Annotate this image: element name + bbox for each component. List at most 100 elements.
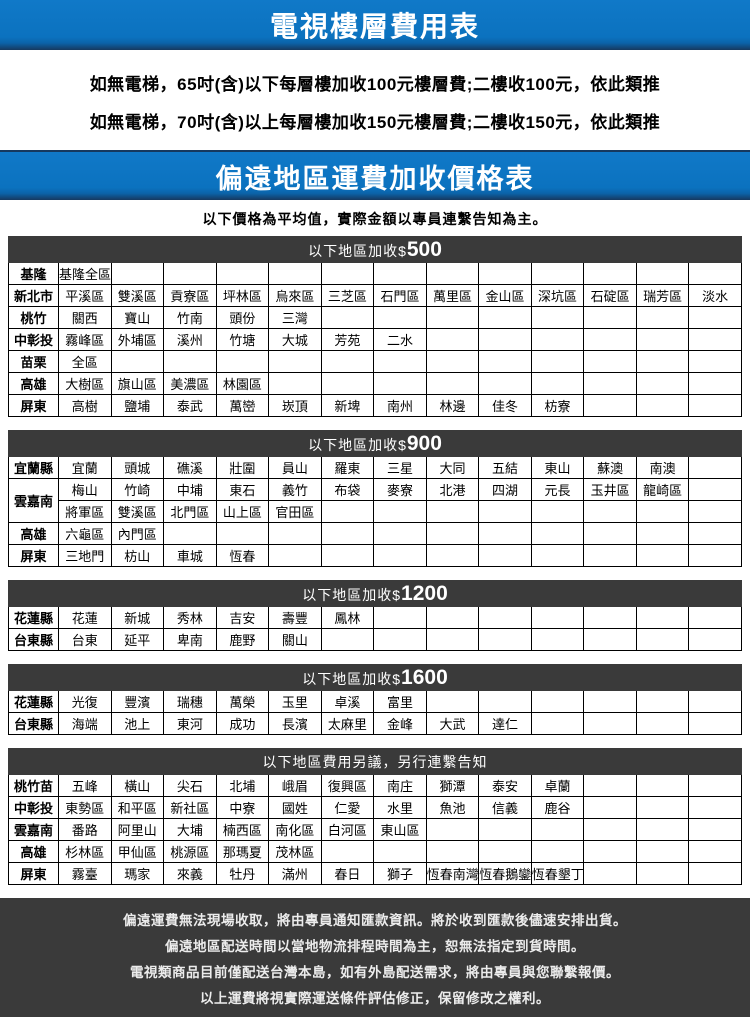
empty-cell — [425, 840, 480, 863]
region-cell: 五峰 — [58, 774, 112, 797]
region-cell: 北埔 — [215, 774, 270, 797]
empty-cell — [635, 350, 690, 373]
region-cell: 布袋 — [320, 478, 375, 501]
region-cell: 萬里區 — [425, 284, 480, 307]
empty-cell — [425, 500, 480, 523]
region-cell: 太麻里 — [320, 712, 375, 735]
empty-cell — [478, 328, 532, 351]
region-cell: 吉安 — [215, 606, 270, 629]
region-cell: 羅東 — [320, 456, 375, 479]
empty-cell — [373, 372, 427, 395]
empty-cell — [268, 522, 322, 545]
empty-cell — [583, 306, 637, 329]
county-label: 桃竹 — [8, 306, 59, 329]
floor-fee-title: 電視樓層費用表 — [269, 11, 480, 42]
empty-cell — [635, 328, 690, 351]
empty-cell — [688, 818, 742, 841]
empty-cell — [110, 262, 165, 285]
region-cell: 枋山 — [110, 544, 165, 567]
region-cell: 石門區 — [373, 284, 427, 307]
band-amount: 500 — [406, 237, 442, 261]
empty-cell — [530, 328, 585, 351]
empty-cell — [583, 328, 637, 351]
empty-cell — [425, 544, 480, 567]
empty-cell — [583, 818, 637, 841]
region-cell: 雙溪區 — [110, 284, 165, 307]
empty-cell — [688, 306, 742, 329]
band-label: 以下地區費用另議，另行連繫告知 — [262, 753, 488, 770]
fee-table-surcharge-900: 以下地區加收$900 宜蘭縣 宜蘭 頭城 礁溪 壯圍 員山 羅東 三星 大同 五結 東山 蘇澳 南澳 雲嘉南… — [8, 430, 742, 567]
region-cell: 大城 — [268, 328, 322, 351]
region-cell: 中寮 — [215, 796, 270, 819]
footer-line-payment: 偏遠運費無法現場收取，將由專員通知匯款資訊。將於收到匯款後儘速安排出貨。 — [123, 913, 627, 928]
region-cell: 東山區 — [373, 818, 427, 841]
county-label: 台東縣 — [8, 712, 59, 735]
region-cell: 大樹區 — [58, 372, 112, 395]
empty-cell — [530, 712, 585, 735]
empty-cell — [530, 500, 585, 523]
empty-cell — [688, 840, 742, 863]
region-cell: 獅子 — [373, 862, 427, 885]
empty-cell — [583, 262, 637, 285]
fee-table-surcharge-1200: 以下地區加收$1200 花蓮縣 花蓮 新城 秀林 吉安 壽豐 鳳林 台東縣 台東 延平 卑南 鹿野 關山 — [8, 580, 742, 651]
region-cell: 山上區 — [215, 500, 270, 523]
region-cell: 卑南 — [163, 628, 217, 651]
empty-cell — [320, 628, 375, 651]
region-cell: 頭城 — [110, 456, 165, 479]
empty-cell — [425, 628, 480, 651]
region-cell: 春日 — [320, 862, 375, 885]
region-cell: 水里 — [373, 796, 427, 819]
band-label: 以下地區加收$ — [308, 242, 407, 259]
footer-line-schedule: 偏遠地區配送時間以當地物流排程時間為主，恕無法指定到貨時間。 — [165, 939, 585, 954]
region-cell: 萬巒 — [215, 394, 270, 417]
region-cell: 二水 — [373, 328, 427, 351]
region-cell: 新社區 — [163, 796, 217, 819]
region-cell: 淡水 — [688, 284, 742, 307]
table-band-surcharge-negotiated: 以下地區費用另議，另行連繫告知 — [8, 748, 742, 775]
region-cell: 南庄 — [373, 774, 427, 797]
county-label: 雲嘉南 — [8, 478, 59, 523]
table-row: 台東縣 海端 池上 東河 成功 長濱 太麻里 金峰 大武 達仁 — [8, 712, 742, 735]
region-cell: 恆春墾丁 — [530, 862, 585, 885]
region-cell: 長濱 — [268, 712, 322, 735]
region-cell: 內門區 — [110, 522, 165, 545]
empty-cell — [583, 628, 637, 651]
region-cell: 四湖 — [478, 478, 532, 501]
region-cell: 復興區 — [320, 774, 375, 797]
empty-cell — [373, 628, 427, 651]
empty-cell — [583, 862, 637, 885]
table-row: 花蓮縣 光復 豐濱 瑞穗 萬榮 玉里 卓溪 富里 — [8, 690, 742, 713]
region-cell: 金峰 — [373, 712, 427, 735]
elevator-note-70inch: 如無電梯，70吋(含)以上每層樓加收150元樓層費;二樓收150元，依此類推 — [89, 113, 661, 132]
region-cell: 滿州 — [268, 862, 322, 885]
table-row: 桃竹苗 五峰 橫山 尖石 北埔 峨眉 復興區 南庄 獅潭 泰安 卓蘭 — [8, 774, 742, 797]
region-cell: 車城 — [163, 544, 217, 567]
empty-cell — [583, 372, 637, 395]
region-cell: 新城 — [110, 606, 165, 629]
empty-cell — [425, 306, 480, 329]
empty-cell — [373, 500, 427, 523]
empty-cell — [688, 690, 742, 713]
empty-cell — [583, 712, 637, 735]
region-cell: 金山區 — [478, 284, 532, 307]
empty-cell — [478, 350, 532, 373]
region-cell: 來義 — [163, 862, 217, 885]
county-label: 高雄 — [8, 372, 59, 395]
region-cell: 東石 — [215, 478, 270, 501]
empty-cell — [530, 306, 585, 329]
region-cell: 信義 — [478, 796, 532, 819]
empty-cell — [478, 500, 532, 523]
region-cell: 成功 — [215, 712, 270, 735]
empty-cell — [530, 372, 585, 395]
region-cell: 恆春南灣 — [425, 862, 480, 885]
empty-cell — [320, 522, 375, 545]
region-cell: 北門區 — [163, 500, 217, 523]
empty-cell — [530, 628, 585, 651]
elevator-note-65inch: 如無電梯，65吋(含)以下每層樓加收100元樓層費;二樓收100元，依此類推 — [89, 75, 661, 94]
region-cell: 台東 — [58, 628, 112, 651]
empty-cell — [635, 774, 690, 797]
empty-cell — [688, 862, 742, 885]
empty-cell — [320, 500, 375, 523]
region-cell: 佳冬 — [478, 394, 532, 417]
empty-cell — [320, 372, 375, 395]
